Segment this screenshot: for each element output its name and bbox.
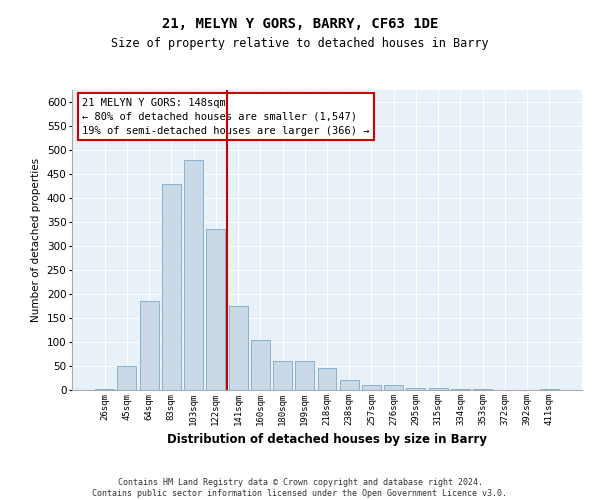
Bar xyxy=(273,361,292,390)
Bar xyxy=(206,229,225,390)
Bar xyxy=(473,389,492,390)
Bar xyxy=(540,389,559,390)
Bar xyxy=(451,388,470,390)
Bar xyxy=(140,301,158,390)
Bar xyxy=(340,380,359,390)
Y-axis label: Number of detached properties: Number of detached properties xyxy=(31,158,41,322)
Text: 21 MELYN Y GORS: 148sqm
← 80% of detached houses are smaller (1,547)
19% of semi: 21 MELYN Y GORS: 148sqm ← 80% of detache… xyxy=(82,98,370,136)
Bar xyxy=(95,388,114,390)
Bar xyxy=(406,388,425,390)
Bar xyxy=(229,306,248,390)
Bar xyxy=(118,366,136,390)
Bar xyxy=(384,385,403,390)
Bar xyxy=(251,340,270,390)
Text: Contains HM Land Registry data © Crown copyright and database right 2024.
Contai: Contains HM Land Registry data © Crown c… xyxy=(92,478,508,498)
Bar xyxy=(162,184,181,390)
Bar xyxy=(317,368,337,390)
Bar xyxy=(184,160,203,390)
Bar xyxy=(295,361,314,390)
Bar xyxy=(362,385,381,390)
Text: 21, MELYN Y GORS, BARRY, CF63 1DE: 21, MELYN Y GORS, BARRY, CF63 1DE xyxy=(162,18,438,32)
X-axis label: Distribution of detached houses by size in Barry: Distribution of detached houses by size … xyxy=(167,434,487,446)
Bar xyxy=(429,388,448,390)
Text: Size of property relative to detached houses in Barry: Size of property relative to detached ho… xyxy=(111,38,489,51)
